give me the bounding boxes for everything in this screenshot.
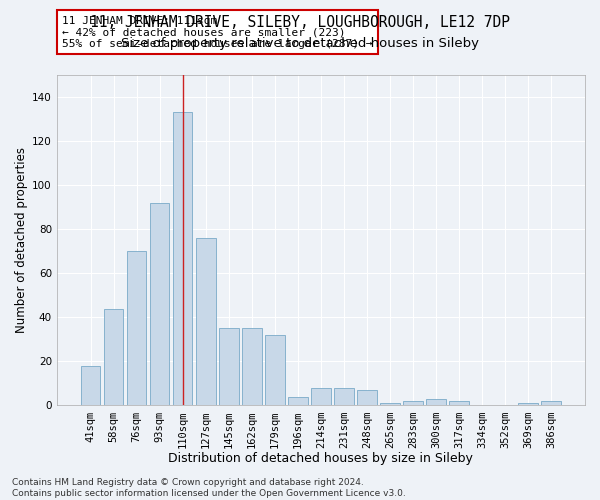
Bar — [518, 404, 538, 406]
Bar — [196, 238, 215, 406]
Bar — [357, 390, 377, 406]
Y-axis label: Number of detached properties: Number of detached properties — [15, 147, 28, 333]
Text: Contains HM Land Registry data © Crown copyright and database right 2024.
Contai: Contains HM Land Registry data © Crown c… — [12, 478, 406, 498]
Bar — [541, 401, 561, 406]
Bar — [81, 366, 100, 406]
Bar — [311, 388, 331, 406]
Text: 11, JENHAM DRIVE, SILEBY, LOUGHBOROUGH, LE12 7DP: 11, JENHAM DRIVE, SILEBY, LOUGHBOROUGH, … — [90, 15, 510, 30]
Bar — [150, 203, 169, 406]
Bar — [173, 112, 193, 406]
Bar — [104, 308, 124, 406]
Bar — [219, 328, 239, 406]
Text: 11 JENHAM DRIVE: 111sqm
← 42% of detached houses are smaller (223)
55% of semi-d: 11 JENHAM DRIVE: 111sqm ← 42% of detache… — [62, 16, 373, 48]
Bar — [265, 335, 284, 406]
Bar — [426, 399, 446, 406]
Text: Size of property relative to detached houses in Sileby: Size of property relative to detached ho… — [121, 38, 479, 51]
Bar — [127, 252, 146, 406]
X-axis label: Distribution of detached houses by size in Sileby: Distribution of detached houses by size … — [169, 452, 473, 465]
Bar — [380, 404, 400, 406]
Bar — [334, 388, 354, 406]
Bar — [449, 401, 469, 406]
Bar — [242, 328, 262, 406]
Bar — [403, 401, 423, 406]
Bar — [288, 396, 308, 406]
